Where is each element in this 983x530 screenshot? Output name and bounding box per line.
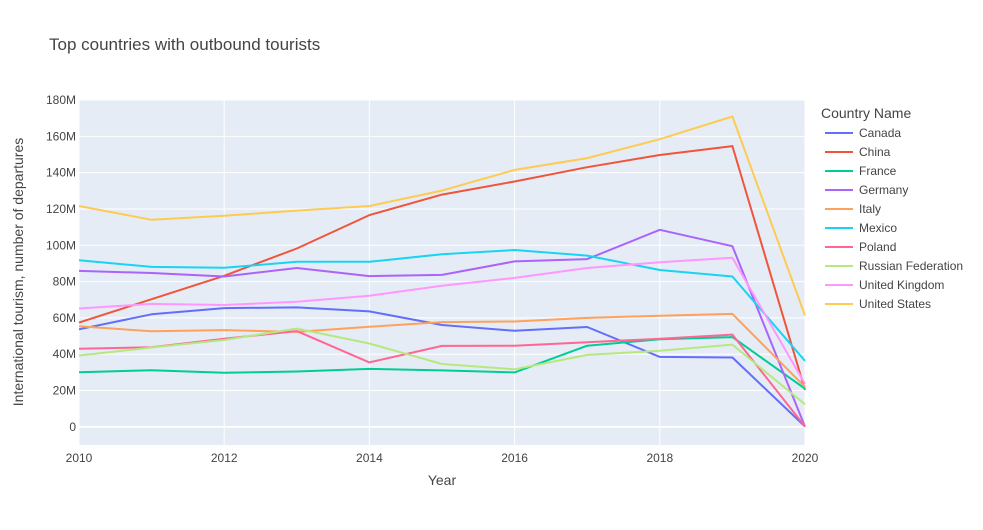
legend[interactable]: Canada China France Germany Italy Mexico Polan… [825, 126, 963, 311]
y-tick-label: 40M [53, 347, 76, 361]
legend-label: Russian Federation [859, 259, 963, 273]
legend-item-china[interactable]: China [825, 145, 891, 159]
legend-label: Poland [859, 240, 896, 254]
legend-item-mexico[interactable]: Mexico [825, 221, 897, 235]
x-tick-label: 2018 [646, 451, 673, 465]
series-line-united-kingdom[interactable] [78, 256, 806, 385]
y-tick-label: 20M [53, 384, 76, 398]
y-tick-label: 80M [53, 275, 76, 289]
series-line-china[interactable] [78, 145, 806, 391]
legend-label: Italy [859, 202, 881, 216]
legend-label: Germany [859, 183, 908, 197]
series-line-germany[interactable] [78, 228, 806, 428]
y-tick-label: 180M [46, 93, 76, 107]
x-axis-title: Year [428, 472, 457, 488]
legend-item-united-kingdom[interactable]: United Kingdom [825, 278, 944, 292]
axis-ticks: 2010 2012 2014 2016 2018 2020 0 20M 40M 60M 80M 100… [46, 93, 819, 465]
legend-label: Mexico [859, 221, 897, 235]
legend-label: Canada [859, 126, 901, 140]
legend-label: United Kingdom [859, 278, 944, 292]
y-tick-label: 120M [46, 202, 76, 216]
y-tick-label: 160M [46, 129, 76, 143]
legend-item-canada[interactable]: Canada [825, 126, 901, 140]
legend-item-france[interactable]: France [825, 164, 897, 178]
grid-lines [78, 99, 806, 445]
legend-label: France [859, 164, 897, 178]
y-tick-label: 100M [46, 238, 76, 252]
x-tick-label: 2016 [501, 451, 528, 465]
x-tick-label: 2020 [792, 451, 819, 465]
series-lines [78, 115, 806, 428]
y-tick-label: 0 [69, 420, 76, 434]
y-axis-title: International tourism, number of departu… [10, 138, 26, 406]
series-line-canada[interactable] [78, 306, 806, 428]
legend-item-germany[interactable]: Germany [825, 183, 908, 197]
legend-item-italy[interactable]: Italy [825, 202, 881, 216]
series-line-russian-federation[interactable] [78, 327, 806, 406]
series-line-italy[interactable] [78, 312, 806, 388]
legend-item-united-states[interactable]: United States [825, 297, 931, 311]
x-tick-label: 2014 [356, 451, 383, 465]
x-tick-label: 2010 [66, 451, 93, 465]
series-line-france[interactable] [78, 336, 806, 390]
legend-label: United States [859, 297, 931, 311]
series-line-united-states[interactable] [78, 115, 806, 316]
legend-item-russian-federation[interactable]: Russian Federation [825, 259, 963, 273]
legend-item-poland[interactable]: Poland [825, 240, 896, 254]
legend-title: Country Name [821, 105, 911, 121]
y-tick-label: 140M [46, 166, 76, 180]
chart-title: Top countries with outbound tourists [49, 35, 320, 54]
series-line-mexico[interactable] [78, 249, 806, 362]
legend-label: China [859, 145, 891, 159]
y-tick-label: 60M [53, 311, 76, 325]
x-tick-label: 2012 [211, 451, 238, 465]
